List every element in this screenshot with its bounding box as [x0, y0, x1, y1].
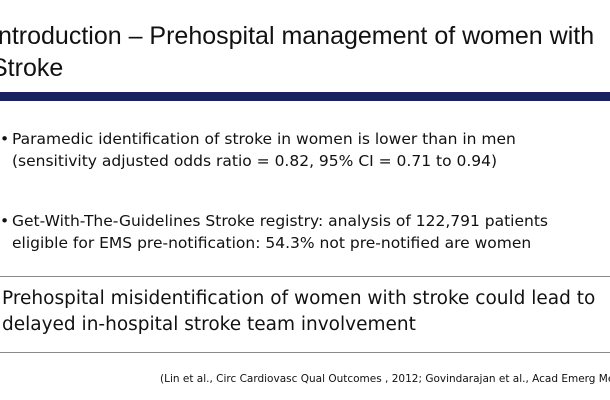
bullet-text: (sensitivity adjusted odds ratio = 0.82,… [12, 152, 498, 170]
title-bar [0, 92, 610, 101]
bullet-text: Paramedic identification of stroke in wo… [12, 130, 516, 148]
divider [0, 352, 610, 353]
bullet-dot: • [0, 212, 10, 230]
citation: (Lin et al., Circ Cardiovasc Qual Outcom… [160, 373, 610, 385]
bullet-text: Get-With-The-Guidelines Stroke registry:… [12, 212, 548, 230]
bullet-dot: • [0, 130, 10, 148]
divider [0, 276, 610, 277]
conclusion-text: delayed in-hospital stroke team involvem… [2, 314, 416, 335]
title-line: Stroke [0, 54, 64, 82]
bullet-text: eligible for EMS pre-notification: 54.3%… [12, 234, 532, 252]
conclusion-text: Prehospital misidentification of women w… [2, 288, 596, 309]
title-line: Introduction – Prehospital management of… [0, 22, 595, 50]
